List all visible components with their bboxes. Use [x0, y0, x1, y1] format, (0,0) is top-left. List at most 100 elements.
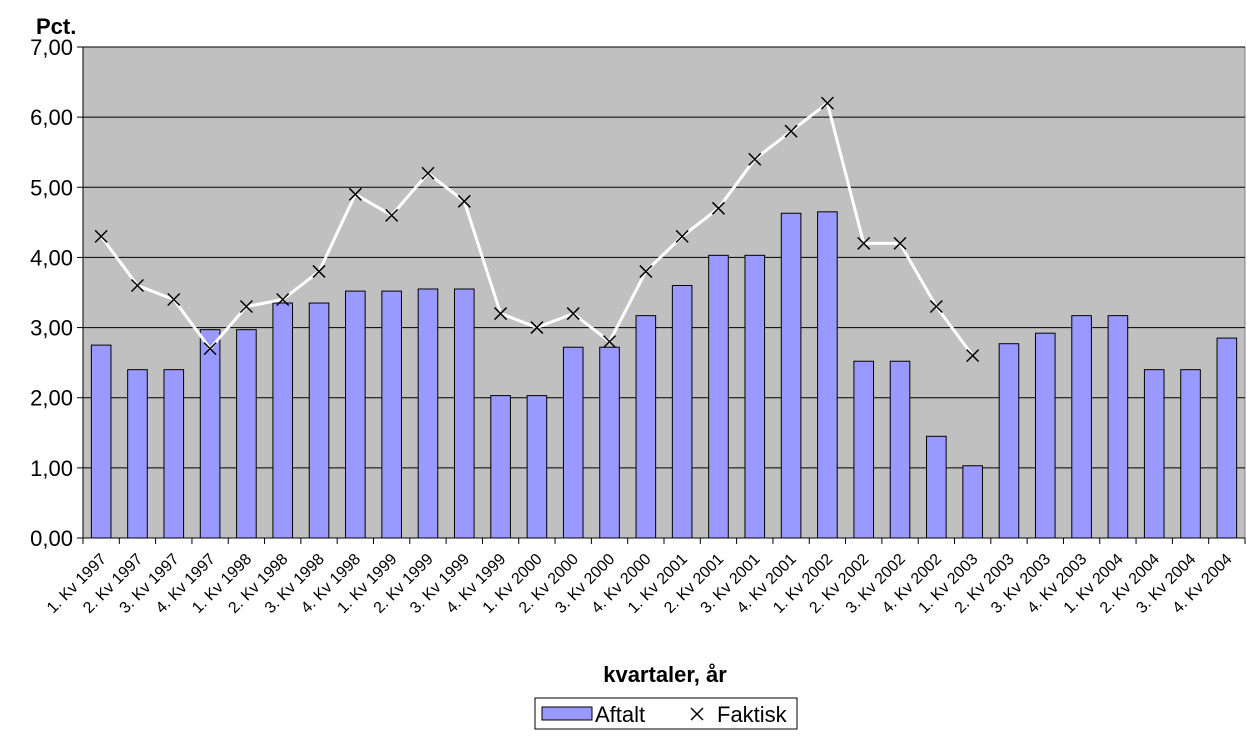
marker-cross	[94, 229, 108, 243]
marker-cross	[494, 307, 508, 321]
marker-cross	[385, 208, 399, 222]
marker-cross	[603, 335, 617, 349]
line-marker	[566, 307, 580, 321]
marker-cross	[566, 307, 580, 321]
bar	[599, 346, 620, 539]
line-marker	[603, 335, 617, 349]
marker-cross	[675, 229, 689, 243]
bar	[526, 395, 548, 539]
legend-label: Faktisk	[717, 702, 788, 727]
marker-cross	[639, 264, 653, 278]
bar	[490, 395, 511, 539]
line-marker	[966, 349, 980, 363]
line-marker	[748, 152, 762, 166]
line-marker	[675, 229, 689, 243]
legend-label: Aftalt	[595, 702, 645, 727]
line-marker	[784, 124, 798, 138]
y-tick-label: 2,00	[30, 386, 73, 411]
y-tick-label: 5,00	[30, 175, 73, 200]
bar	[272, 302, 294, 539]
line-marker	[385, 208, 399, 222]
marker-cross	[167, 292, 181, 307]
bar	[853, 360, 875, 539]
bar	[998, 343, 1020, 539]
marker-cross	[421, 166, 435, 180]
bar	[562, 346, 584, 539]
line-marker	[929, 299, 943, 314]
bar	[962, 465, 983, 539]
bar	[381, 290, 402, 539]
bar	[1180, 369, 1201, 539]
line-marker	[711, 201, 725, 215]
y-axis-label: Pct.	[36, 14, 76, 39]
legend-swatch	[690, 707, 704, 721]
plot-area	[82, 46, 1246, 539]
bar	[1071, 315, 1092, 539]
y-tick-label: 1,00	[30, 456, 73, 481]
y-tick-label: 4,00	[30, 245, 73, 270]
marker-cross	[276, 292, 290, 307]
bar	[671, 284, 693, 539]
bar	[744, 254, 766, 539]
marker-cross	[748, 152, 762, 166]
line-marker	[348, 187, 362, 201]
bar	[345, 290, 366, 539]
y-tick-label: 7,00	[30, 35, 73, 60]
bar	[1216, 337, 1238, 539]
bar	[1034, 332, 1056, 539]
marker-cross	[966, 349, 980, 363]
bar	[90, 344, 112, 539]
bar	[817, 211, 838, 539]
x-axis-title: kvartaler, år	[603, 662, 727, 687]
marker-cross	[239, 299, 253, 314]
bar	[199, 329, 221, 539]
line-marker	[530, 321, 544, 335]
line-marker	[457, 194, 471, 208]
bar	[1143, 369, 1165, 539]
marker-cross	[857, 236, 871, 250]
line-marker	[421, 166, 435, 180]
legend-swatch	[541, 706, 593, 721]
marker-cross	[820, 96, 834, 110]
y-tick-label: 6,00	[30, 105, 73, 130]
line-marker	[639, 264, 653, 278]
line-marker	[494, 307, 508, 321]
bar	[308, 302, 330, 539]
line-marker	[239, 299, 253, 314]
marker-cross	[312, 264, 326, 278]
marker-cross	[457, 194, 471, 208]
bar	[127, 369, 148, 539]
y-tick-label: 0,00	[30, 526, 73, 551]
bar	[708, 254, 729, 539]
marker-cross	[893, 236, 907, 250]
line-marker	[130, 278, 144, 293]
marker-cross	[929, 299, 943, 314]
line-marker	[94, 229, 108, 243]
bar	[1107, 315, 1129, 539]
marker-cross	[784, 124, 798, 138]
bar	[635, 315, 657, 539]
bar	[453, 288, 475, 539]
bar	[163, 369, 185, 539]
line-marker	[203, 342, 217, 356]
line-marker	[276, 292, 290, 307]
bar	[889, 360, 911, 539]
marker-cross	[130, 278, 144, 293]
bar	[926, 435, 947, 539]
line-marker	[820, 96, 834, 110]
line-marker	[857, 236, 871, 250]
bar	[780, 212, 802, 539]
marker-cross	[203, 342, 217, 356]
marker-cross	[711, 201, 725, 215]
legend: Aftalt Faktisk	[534, 697, 798, 730]
line-marker	[893, 236, 907, 250]
bar	[417, 288, 439, 539]
bar	[236, 329, 257, 539]
line-marker	[312, 264, 326, 278]
marker-cross	[348, 187, 362, 201]
marker-cross	[530, 321, 544, 335]
line-marker	[167, 292, 181, 307]
y-tick-label: 3,00	[30, 316, 73, 341]
